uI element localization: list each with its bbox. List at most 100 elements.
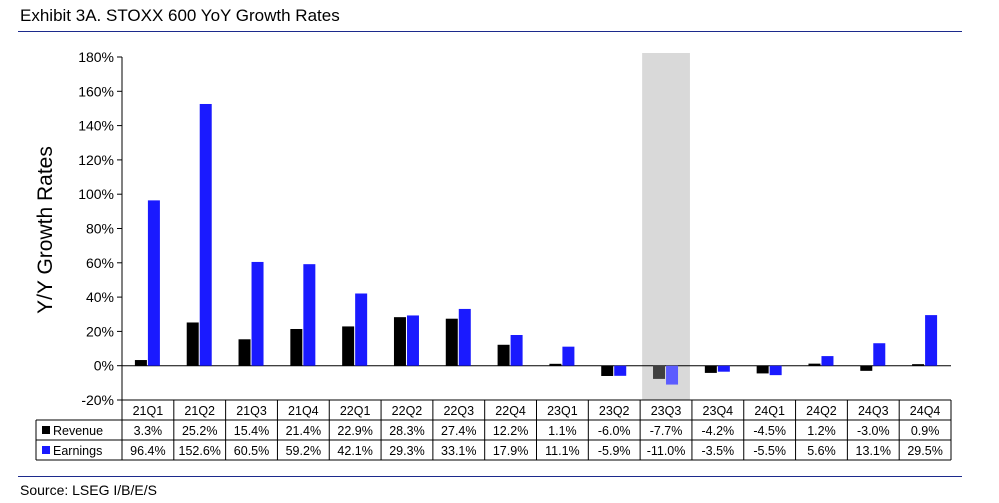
revenue-bar-22q3 bbox=[445, 318, 458, 366]
earnings-bar-24q4 bbox=[925, 315, 938, 366]
y-tick-label: 100% bbox=[78, 186, 114, 202]
y-tick-label: 0% bbox=[94, 358, 114, 374]
data-table: 21Q1 21Q2 21Q3 21Q4 22Q1 22Q2 22Q3 22Q4 23Q1 23Q2… bbox=[35, 399, 952, 461]
earnings-bar-24q2 bbox=[821, 356, 834, 366]
revenue-value-label: 22.9% bbox=[337, 424, 372, 438]
revenue-bar-21q4 bbox=[290, 328, 303, 366]
revenue-bar-22q1 bbox=[342, 326, 355, 366]
y-tick-label: 180% bbox=[78, 49, 114, 65]
earnings-value-label: -5.5% bbox=[753, 444, 786, 458]
y-axis-label: Y/Y Growth Rates bbox=[34, 146, 57, 314]
category-label: 24Q2 bbox=[806, 404, 837, 418]
revenue-bar-23q1 bbox=[549, 363, 562, 366]
category-label: 21Q1 bbox=[133, 404, 164, 418]
revenue-value-label: 3.3% bbox=[134, 424, 163, 438]
highlight-band bbox=[642, 53, 690, 400]
revenue-legend-label: Revenue bbox=[53, 424, 103, 438]
y-tick-label: 60% bbox=[86, 255, 114, 271]
revenue-bar-22q2 bbox=[393, 317, 406, 366]
revenue-value-label: -6.0% bbox=[598, 424, 631, 438]
chart-title: Exhibit 3A. STOXX 600 YoY Growth Rates bbox=[20, 6, 340, 25]
earnings-bar-22q3 bbox=[458, 308, 471, 366]
earnings-value-label: 13.1% bbox=[856, 444, 891, 458]
revenue-bar-21q3 bbox=[238, 339, 251, 366]
earnings-value-label: -5.9% bbox=[598, 444, 631, 458]
revenue-value-label: 1.1% bbox=[548, 424, 577, 438]
y-tick-label: -20% bbox=[81, 392, 114, 408]
category-label: 23Q3 bbox=[651, 404, 682, 418]
revenue-bar-23q3 bbox=[653, 365, 666, 379]
revenue-value-label: 27.4% bbox=[441, 424, 476, 438]
earnings-value-label: 29.3% bbox=[389, 444, 424, 458]
revenue-bar-24q3 bbox=[860, 365, 873, 371]
category-label: 24Q1 bbox=[754, 404, 785, 418]
revenue-value-label: -3.0% bbox=[857, 424, 890, 438]
category-label: 22Q4 bbox=[495, 404, 526, 418]
revenue-value-label: 12.2% bbox=[493, 424, 528, 438]
earnings-legend-label: Earnings bbox=[53, 444, 102, 458]
earnings-value-label: -11.0% bbox=[647, 444, 686, 458]
category-label: 22Q1 bbox=[340, 404, 371, 418]
earnings-value-label: 29.5% bbox=[907, 444, 942, 458]
category-label: 22Q3 bbox=[443, 404, 474, 418]
revenue-bar-22q4 bbox=[497, 344, 510, 366]
revenue-bar-23q4 bbox=[704, 365, 717, 373]
revenue-value-label: 15.4% bbox=[234, 424, 269, 438]
revenue-legend-swatch bbox=[42, 426, 50, 434]
earnings-value-label: 96.4% bbox=[130, 444, 165, 458]
y-tick-label: 40% bbox=[86, 289, 114, 305]
earnings-bar-23q3 bbox=[666, 365, 679, 385]
revenue-value-label: -4.5% bbox=[753, 424, 786, 438]
earnings-bar-23q1 bbox=[562, 346, 575, 366]
category-label: 21Q2 bbox=[184, 404, 215, 418]
earnings-bar-23q4 bbox=[717, 365, 730, 372]
earnings-bar-21q1 bbox=[147, 200, 160, 366]
revenue-bar-24q1 bbox=[756, 365, 769, 374]
revenue-value-label: 0.9% bbox=[911, 424, 940, 438]
revenue-value-label: 25.2% bbox=[182, 424, 217, 438]
revenue-value-label: -4.2% bbox=[702, 424, 735, 438]
revenue-bar-23q2 bbox=[601, 365, 614, 376]
earnings-bar-24q1 bbox=[769, 365, 782, 376]
revenue-value-label: 1.2% bbox=[807, 424, 836, 438]
bars bbox=[134, 103, 938, 385]
earnings-value-label: 152.6% bbox=[179, 444, 221, 458]
earnings-value-label: 33.1% bbox=[441, 444, 476, 458]
earnings-bar-21q3 bbox=[251, 261, 264, 366]
y-tick-label: 80% bbox=[86, 221, 114, 237]
y-tick-label: 120% bbox=[78, 152, 114, 168]
earnings-bar-23q2 bbox=[614, 365, 627, 376]
earnings-bar-22q1 bbox=[355, 293, 368, 366]
source-rule bbox=[18, 476, 962, 477]
earnings-value-label: 42.1% bbox=[337, 444, 372, 458]
earnings-value-label: 59.2% bbox=[286, 444, 321, 458]
y-tick-label: 20% bbox=[86, 323, 114, 339]
revenue-value-label: -7.7% bbox=[650, 424, 683, 438]
source-note: Source: LSEG I/B/E/S bbox=[20, 482, 157, 498]
category-label: 23Q2 bbox=[599, 404, 630, 418]
revenue-bar-24q2 bbox=[808, 363, 821, 366]
revenue-value-label: 21.4% bbox=[286, 424, 321, 438]
category-label: 21Q4 bbox=[288, 404, 319, 418]
category-label: 22Q2 bbox=[392, 404, 423, 418]
earnings-value-label: 11.1% bbox=[545, 444, 580, 458]
category-label: 24Q3 bbox=[858, 404, 889, 418]
category-label: 24Q4 bbox=[910, 404, 941, 418]
y-tick-label: 140% bbox=[78, 118, 114, 134]
earnings-value-label: 5.6% bbox=[807, 444, 836, 458]
earnings-value-label: 60.5% bbox=[234, 444, 269, 458]
earnings-bar-24q3 bbox=[873, 343, 886, 366]
revenue-bar-21q2 bbox=[186, 322, 199, 366]
revenue-value-label: 28.3% bbox=[389, 424, 424, 438]
earnings-bar-21q4 bbox=[303, 264, 316, 366]
category-label: 23Q4 bbox=[703, 404, 734, 418]
y-tick-label: 160% bbox=[78, 83, 114, 99]
earnings-value-label: -3.5% bbox=[702, 444, 735, 458]
title-rule bbox=[18, 31, 962, 32]
chart: -20% 0% 20% 40% 60% 80% 100% 120% 140% 160% 180% Y… bbox=[34, 49, 952, 461]
earnings-bar-22q2 bbox=[406, 315, 419, 366]
revenue-bar-24q4 bbox=[912, 364, 925, 366]
earnings-bar-21q2 bbox=[199, 103, 212, 366]
earnings-bar-22q4 bbox=[510, 335, 523, 366]
revenue-bar-21q1 bbox=[134, 360, 147, 366]
